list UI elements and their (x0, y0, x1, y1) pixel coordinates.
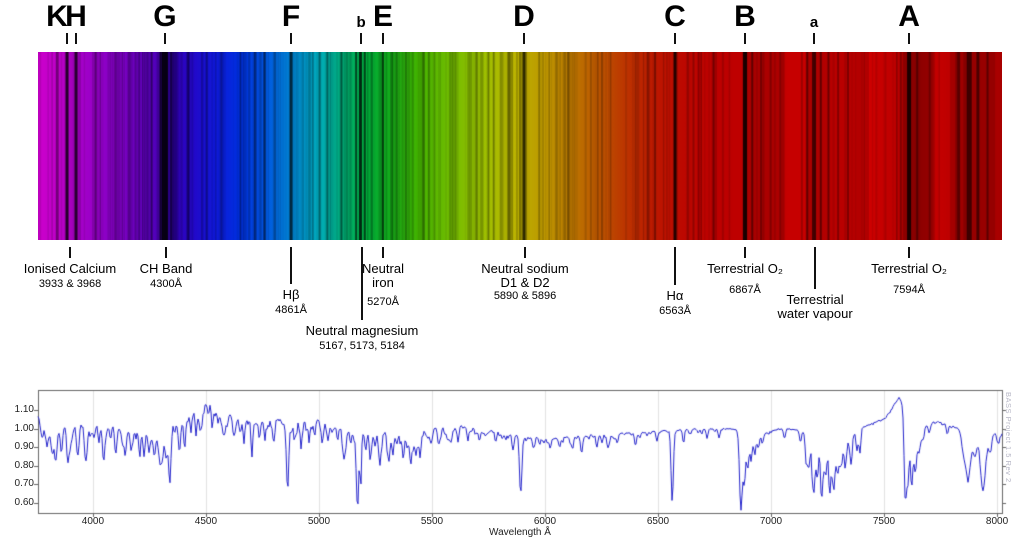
x-tick-label: 6000 (533, 516, 557, 527)
marker-letter: D (513, 0, 535, 33)
annotation-wavelength: 7594Å (893, 284, 925, 296)
annotation-label: D1 & D2 (500, 275, 550, 290)
marker-tick (813, 33, 816, 44)
y-tick-label: 1.00 (14, 422, 34, 434)
annotation-wavelength: 4300Å (150, 278, 182, 290)
marker-letter: B (734, 0, 756, 33)
marker-letter: G (153, 0, 177, 33)
y-tick-label: 0.60 (14, 496, 34, 508)
x-tick-label: 6500 (646, 516, 670, 527)
intensity-plot-canvas (30, 386, 1010, 522)
annotation-tick (361, 247, 363, 320)
annotation-wavelength: 4861Å (275, 304, 307, 316)
y-tick-label: 1.10 (14, 404, 34, 416)
marker-letter: C (664, 0, 686, 33)
x-tick-label: 5000 (307, 516, 331, 527)
annotation-label: CH Band (139, 261, 193, 276)
x-tick-label: 4500 (194, 516, 218, 527)
marker-letter: F (281, 0, 301, 33)
y-tick-label: 0.90 (14, 441, 34, 453)
annotation-wavelength: 5270Å (367, 296, 399, 308)
annotation-tick (69, 247, 71, 258)
marker-tick (360, 33, 363, 44)
marker-letter: b (356, 14, 366, 31)
annotation-label: water vapour (777, 306, 853, 321)
spectrum-band-canvas (38, 52, 1002, 240)
x-axis-title: Wavelength Å (489, 527, 551, 538)
marker-tick (522, 33, 525, 44)
annotation-wavelength: 3933 & 3968 (38, 278, 102, 290)
marker-tick (674, 33, 676, 44)
annotation-label: Terrestrial (786, 292, 844, 307)
annotation-label: Terrestrial O₂ (871, 261, 947, 276)
annotation-tick (290, 247, 293, 284)
marker-tick (382, 33, 384, 44)
annotation-label: Hα (666, 288, 684, 303)
watermark-text: BASS Project 1.5 Rev 2 (1004, 392, 1013, 483)
marker-tick (66, 33, 69, 44)
marker-letter: a (809, 14, 819, 31)
marker-tick (743, 33, 746, 44)
annotation-wavelength: 5890 & 5896 (493, 290, 557, 302)
annotation-tick (814, 247, 817, 289)
y-tick-label: 0.80 (14, 459, 34, 471)
annotation-label: Ionised Calcium (23, 261, 117, 276)
marker-tick (908, 33, 911, 44)
marker-tick (163, 33, 166, 44)
annotation-label: Hβ (282, 287, 300, 302)
y-tick-label: 0.70 (14, 478, 34, 490)
marker-letter: K (46, 0, 68, 33)
annotation-label: Neutral magnesium (305, 323, 419, 338)
marker-letter: H (65, 0, 87, 33)
annotation-tick (165, 247, 168, 258)
annotation-tick (674, 247, 676, 285)
annotation-tick (382, 247, 384, 258)
annotation-label: Neutral sodium (481, 261, 569, 276)
marker-tick (290, 33, 293, 44)
x-tick-label: 8000 (985, 516, 1009, 527)
annotation-label: iron (372, 275, 394, 290)
annotation-tick (908, 247, 911, 258)
annotation-wavelength: 5167, 5173, 5184 (319, 340, 405, 352)
x-tick-label: 7000 (759, 516, 783, 527)
x-tick-label: 7500 (872, 516, 896, 527)
annotation-label: Neutral (362, 261, 404, 276)
annotation-wavelength: 6563Å (659, 305, 691, 317)
marker-tick (74, 33, 77, 44)
annotation-tick (524, 247, 526, 258)
x-tick-label: 5500 (420, 516, 444, 527)
annotation-wavelength: 6867Å (729, 284, 761, 296)
annotation-tick (743, 247, 746, 258)
marker-letter: A (898, 0, 920, 33)
x-tick-label: 4000 (81, 516, 105, 527)
annotation-label: Terrestrial O₂ (707, 261, 783, 276)
marker-letter: E (372, 0, 394, 33)
